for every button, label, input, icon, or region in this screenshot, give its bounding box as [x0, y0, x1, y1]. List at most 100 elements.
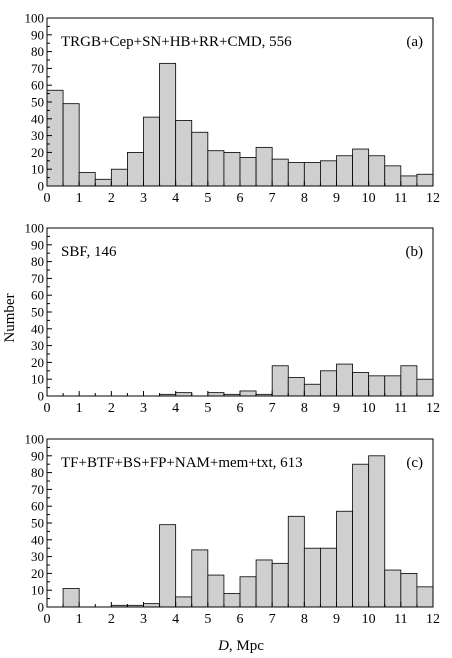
panel-a-bar	[255, 146, 273, 187]
panel-a-bar	[143, 116, 160, 187]
panel-a-y-tick-label: 60	[31, 78, 44, 93]
panel-c-x-tick-label: 2	[108, 612, 115, 627]
panel-c-bar	[191, 549, 209, 608]
panel-b-bar	[416, 378, 434, 397]
panel-a-x-tick-label: 1	[76, 191, 83, 206]
panel-a-x-tick-label: 5	[204, 191, 211, 206]
panel-b-bar	[320, 370, 337, 397]
panel-a-bar	[175, 120, 193, 187]
panel-b-x-tick-label: 0	[44, 401, 51, 416]
panel-a-bar	[159, 62, 177, 187]
y-axis-label: Number	[2, 293, 18, 342]
panel-b-y-tick-label: 10	[31, 372, 44, 387]
panel-c-bar	[223, 593, 241, 608]
x-axis-label: D, Mpc	[217, 638, 264, 654]
panel-a-y-tick-label: 20	[31, 145, 44, 160]
panel-a-bar	[78, 172, 96, 187]
panel-c-bar	[239, 576, 257, 608]
panel-b-label: (b)	[406, 244, 424, 260]
panel-c-bar	[352, 463, 370, 608]
panel-b-y-tick-label: 20	[31, 355, 44, 370]
panel-c-bar	[368, 455, 386, 608]
panel-c-y-tick-label: 0	[38, 600, 45, 615]
panel-b-y-tick-label: 0	[38, 389, 45, 404]
panel-b-x-tick-label: 2	[108, 401, 115, 416]
panel-c-bar	[143, 603, 160, 608]
panel-b-bar	[175, 392, 193, 397]
panel-c-bar	[175, 596, 193, 608]
panel-b-x-tick-label: 12	[426, 401, 440, 416]
panel-b-bar	[303, 383, 321, 397]
panel-b-x-tick-label: 3	[140, 401, 147, 416]
panel-a-x-tick-label: 11	[394, 191, 407, 206]
panel-c-x-tick-label: 3	[140, 612, 147, 627]
panel-c-y-tick-label: 40	[31, 532, 44, 547]
panel-c-y-tick-label: 30	[31, 549, 44, 564]
panel-b-y-tick-label: 60	[31, 288, 44, 303]
panel-a-bar	[127, 151, 144, 187]
panel-a-y-tick-label: 70	[31, 61, 44, 76]
panel-c-label: (c)	[406, 455, 423, 471]
panel-a-bar	[336, 155, 353, 187]
panel-b-y-tick-label: 70	[31, 271, 44, 286]
panel-a-x-tick-label: 3	[140, 191, 147, 206]
panel-a-y-tick-label: 10	[31, 162, 44, 177]
panel-c-x-tick-label: 5	[204, 612, 211, 627]
panel-a-bar	[287, 162, 305, 187]
panel-b-x-tick-label: 6	[237, 401, 244, 416]
panel-b-bar	[239, 390, 257, 397]
panel-c-y-tick-label: 50	[31, 516, 44, 531]
panel-a-x-tick-label: 0	[44, 191, 51, 206]
panel-a-x-tick-label: 10	[362, 191, 376, 206]
panel-a-bar	[416, 173, 434, 187]
panel-b-x-tick-label: 10	[362, 401, 376, 416]
panel-a-bar	[94, 178, 112, 187]
panel-b-y-tick-label: 30	[31, 338, 44, 353]
panel-a-bar	[368, 155, 386, 187]
panel-b-y-tick-label: 90	[31, 237, 44, 252]
panel-a-bar	[62, 103, 80, 187]
panel-b-x-tick-label: 5	[204, 401, 211, 416]
panel-a-bar	[46, 89, 64, 187]
panel-b-y-tick-label: 100	[25, 221, 45, 236]
x-axis-label-italic: D	[217, 638, 229, 654]
panel-a-y-tick-label: 100	[25, 11, 45, 26]
panel-a-bar	[352, 148, 370, 187]
panel-c-bar	[303, 547, 321, 608]
panel-b-y-tick-label: 80	[31, 254, 44, 269]
x-axis-label-units: , Mpc	[229, 638, 264, 654]
panel-c-y-tick-label: 20	[31, 566, 44, 581]
panel-b-x-tick-label: 8	[301, 401, 308, 416]
panel-a-y-tick-label: 0	[38, 179, 45, 194]
panel-c-bar	[336, 510, 353, 608]
panel-a-y-tick-label: 40	[31, 111, 44, 126]
panel-a-bar	[271, 158, 289, 187]
panel-b-title: SBF, 146	[61, 244, 117, 260]
panel-a-y-tick-label: 90	[31, 27, 44, 42]
panel-a-bar	[384, 165, 402, 187]
panel-c-x-tick-label: 9	[333, 612, 340, 627]
panel-a-bar	[239, 157, 257, 187]
panel-b-bar	[400, 365, 418, 397]
panel-b-bar	[207, 392, 225, 397]
panel-c-y-tick-label: 10	[31, 583, 44, 598]
panel-b-bar	[368, 375, 386, 397]
panel-c-bar	[271, 562, 289, 608]
panel-c-bar	[400, 573, 418, 608]
panel-a-x-tick-label: 7	[269, 191, 276, 206]
panel-a-label: (a)	[406, 34, 423, 50]
panel-c-bar	[207, 574, 225, 608]
panel-a-x-tick-label: 8	[301, 191, 308, 206]
panel-b-bar	[384, 375, 402, 397]
panel-c-y-tick-label: 90	[31, 448, 44, 463]
panel-b-x-tick-label: 7	[269, 401, 276, 416]
panel-a-bar	[303, 162, 321, 187]
panel-c-x-tick-label: 0	[44, 612, 51, 627]
panel-c-x-tick-label: 10	[362, 612, 376, 627]
panel-b-x-tick-label: 9	[333, 401, 340, 416]
panel-a-y-tick-label: 30	[31, 128, 44, 143]
panel-c-x-tick-label: 1	[76, 612, 83, 627]
panel-c-x-tick-label: 8	[301, 612, 308, 627]
panel-c-x-tick-label: 6	[237, 612, 244, 627]
